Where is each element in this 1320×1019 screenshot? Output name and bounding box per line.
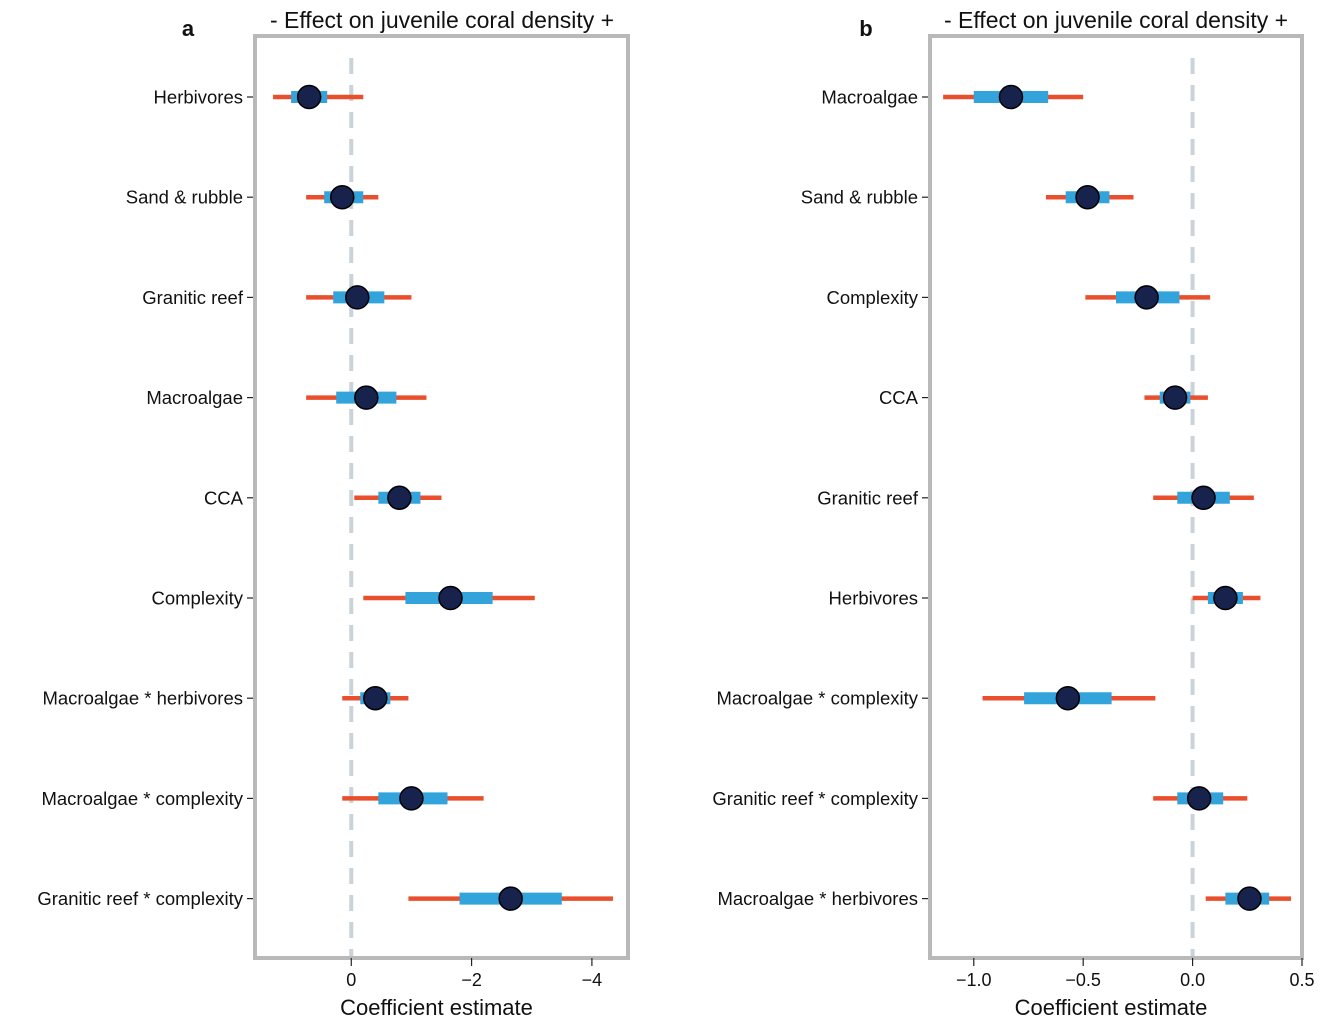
panel-frame xyxy=(253,34,630,960)
panel-b: b - Effect on juvenile coral density + Mac… xyxy=(712,7,1314,1019)
row-label: Sand & rubble xyxy=(126,187,243,208)
x-tick-label: −2 xyxy=(461,970,482,990)
row-label: CCA xyxy=(879,387,919,408)
row-label: Herbivores xyxy=(829,588,918,609)
coefficient-row: Complexity xyxy=(152,585,535,611)
coefficient-row: CCA xyxy=(879,385,1208,410)
estimate-point xyxy=(1055,685,1081,711)
coefficient-row: Macroalgae * complexity xyxy=(41,786,484,811)
x-tick-label: −0.5 xyxy=(1065,970,1101,990)
estimate-point xyxy=(345,285,370,310)
panel-letter: a xyxy=(182,16,195,41)
row-label: Macroalgae * herbivores xyxy=(42,688,243,709)
row-label: Macroalgae * complexity xyxy=(716,688,918,709)
coefficient-row: Macroalgae * complexity xyxy=(716,685,1156,711)
estimate-point xyxy=(1186,786,1212,811)
row-label: Macroalgae xyxy=(146,387,243,408)
estimate-point xyxy=(363,685,388,711)
coefficient-row: Granitic reef xyxy=(817,485,1254,511)
x-axis-title: Coefficient estimate xyxy=(1015,995,1208,1019)
coefficient-row: Macroalgae * herbivores xyxy=(42,685,409,711)
row-label: Macroalgae * herbivores xyxy=(717,888,918,909)
coefficient-row: Macroalgae xyxy=(146,385,427,410)
row-label: Macroalgae * complexity xyxy=(41,788,243,809)
x-tick-label: −4 xyxy=(582,970,603,990)
estimate-point xyxy=(387,485,412,511)
row-label: CCA xyxy=(204,487,244,508)
coefficient-row: Sand & rubble xyxy=(126,184,379,210)
panel-a: a - Effect on juvenile coral density + Her… xyxy=(37,7,630,1019)
coefficient-row: CCA xyxy=(204,485,442,511)
row-label: Granitic reef xyxy=(817,487,919,508)
estimate-point xyxy=(1237,886,1262,911)
coefficient-row: Complexity xyxy=(827,285,1211,310)
coefficient-row: Herbivores xyxy=(154,84,364,110)
effect-direction-label: - Effect on juvenile coral density + xyxy=(270,7,614,33)
estimate-point xyxy=(438,585,463,611)
x-tick-label: 0 xyxy=(346,970,356,990)
row-label: Granitic reef * complexity xyxy=(712,788,918,809)
coefficient-row: Macroalgae * herbivores xyxy=(717,886,1292,911)
row-label: Granitic reef * complexity xyxy=(37,888,243,909)
coefficient-row: Granitic reef * complexity xyxy=(712,786,1248,811)
estimate-point xyxy=(1191,485,1216,511)
x-tick-label: 0.5 xyxy=(1289,970,1314,990)
estimate-point xyxy=(498,886,523,911)
effect-direction-label: - Effect on juvenile coral density + xyxy=(944,7,1288,33)
coefficient-row: Herbivores xyxy=(829,585,1261,611)
row-label: Granitic reef xyxy=(142,287,244,308)
estimate-point xyxy=(296,84,322,110)
estimate-point xyxy=(399,786,424,811)
estimate-point xyxy=(1134,285,1159,310)
row-label: Sand & rubble xyxy=(801,187,918,208)
x-axis-title: Coefficient estimate xyxy=(340,995,533,1019)
x-tick-label: −1.0 xyxy=(956,970,992,990)
panel-frame xyxy=(928,34,1304,960)
estimate-point xyxy=(1162,385,1188,410)
row-label: Complexity xyxy=(827,287,919,308)
coefficient-row: Sand & rubble xyxy=(801,184,1134,210)
estimate-point xyxy=(1075,184,1100,210)
row-label: Macroalgae xyxy=(821,87,918,108)
coefficient-row: Macroalgae xyxy=(821,84,1084,110)
estimate-point xyxy=(354,385,379,410)
row-label: Herbivores xyxy=(154,87,243,108)
estimate-point xyxy=(998,84,1024,110)
estimate-point xyxy=(329,184,355,210)
estimate-point xyxy=(1213,585,1238,611)
coefficient-row: Granitic reef * complexity xyxy=(37,886,613,911)
x-tick-label: 0.0 xyxy=(1180,970,1205,990)
row-label: Complexity xyxy=(152,588,244,609)
coefficient-row: Granitic reef xyxy=(142,285,412,310)
panel-letter: b xyxy=(859,16,872,41)
